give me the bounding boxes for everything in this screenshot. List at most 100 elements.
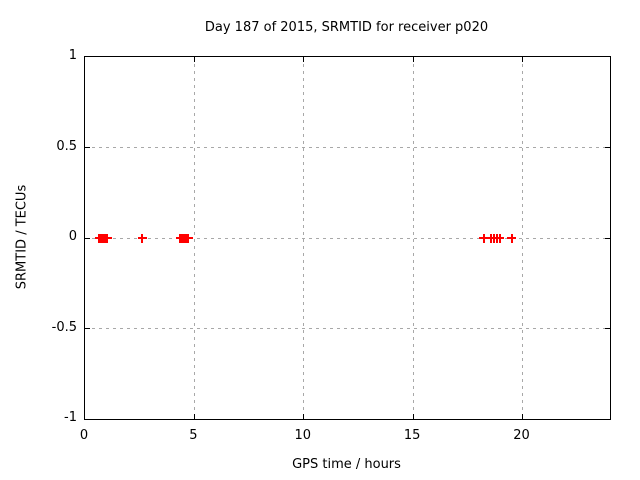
marker-horizontal-bar [507, 237, 517, 239]
y-tick-mark [605, 328, 610, 329]
marker-vertical-bar [185, 233, 188, 243]
marker-horizontal-bar [181, 237, 191, 239]
marker-vertical-bar [105, 233, 108, 243]
data-point-marker [177, 233, 187, 243]
x-tick-mark [522, 57, 523, 62]
data-point-marker [181, 233, 191, 243]
marker-horizontal-bar [99, 237, 109, 239]
marker-horizontal-bar [178, 237, 188, 239]
marker-vertical-bar [493, 233, 496, 243]
x-tick-mark [193, 414, 195, 419]
data-point-marker [507, 233, 517, 243]
x-tick-label: 20 [513, 428, 530, 443]
x-axis-label: GPS time / hours [292, 457, 401, 472]
y-tick-label: 0.5 [56, 138, 77, 154]
data-point-marker [180, 233, 190, 243]
marker-horizontal-bar [99, 237, 109, 239]
x-tick-mark [193, 57, 195, 62]
marker-vertical-bar [99, 233, 102, 243]
data-point-marker [486, 233, 496, 243]
y-tick-mark [85, 328, 90, 329]
marker-vertical-bar [106, 233, 109, 243]
x-tick-mark [303, 57, 305, 62]
x-tick-mark [412, 57, 414, 62]
y-tick-label: -1 [64, 410, 77, 425]
marker-horizontal-bar [96, 237, 106, 239]
marker-vertical-bar [510, 233, 513, 243]
marker-vertical-bar [181, 233, 184, 243]
y-gridline [85, 147, 610, 148]
y-tick-mark [605, 237, 610, 239]
x-tick-label: 0 [79, 428, 89, 443]
marker-vertical-bar [187, 233, 190, 243]
data-point-marker [489, 233, 499, 243]
marker-vertical-bar [180, 233, 183, 243]
marker-horizontal-bar [176, 237, 186, 239]
marker-horizontal-bar [492, 237, 502, 239]
marker-horizontal-bar [489, 237, 499, 239]
marker-vertical-bar [498, 233, 501, 243]
x-tick-mark [412, 414, 414, 419]
data-point-marker [176, 233, 186, 243]
marker-vertical-bar [179, 233, 182, 243]
y-tick-label: 1 [68, 48, 77, 63]
marker-horizontal-bar [177, 237, 187, 239]
x-tick-label: 5 [189, 428, 198, 443]
y-tick-mark [605, 147, 610, 148]
y-tick-mark [85, 147, 90, 148]
x-gridline [412, 57, 414, 419]
data-point-marker [96, 233, 106, 243]
marker-horizontal-bar [137, 237, 147, 239]
marker-horizontal-bar [98, 237, 108, 239]
data-point-marker [183, 233, 193, 243]
marker-vertical-bar [495, 233, 498, 243]
marker-horizontal-bar [495, 237, 505, 239]
data-point-marker [97, 233, 107, 243]
marker-vertical-bar [99, 233, 102, 243]
x-tick-label: 15 [403, 428, 421, 443]
marker-horizontal-bar [180, 237, 190, 239]
data-point-marker [178, 233, 188, 243]
y-tick-label: 0 [68, 229, 77, 244]
marker-vertical-bar [182, 233, 185, 243]
x-gridline [303, 57, 305, 419]
data-point-marker [137, 233, 147, 243]
y-tick-mark [85, 237, 90, 239]
data-point-marker [99, 233, 109, 243]
marker-vertical-bar [98, 233, 101, 243]
marker-horizontal-bar [101, 237, 111, 239]
y-gridline [85, 328, 610, 329]
data-point-marker [98, 233, 108, 243]
marker-horizontal-bar [479, 237, 489, 239]
marker-vertical-bar [101, 233, 104, 243]
marker-horizontal-bar [486, 237, 496, 239]
data-point-marker [95, 233, 105, 243]
marker-vertical-bar [100, 233, 103, 243]
data-point-marker [99, 233, 109, 243]
marker-vertical-bar [103, 233, 106, 243]
x-gridline [522, 57, 523, 419]
marker-vertical-bar [490, 233, 493, 243]
x-tick-mark [303, 414, 305, 419]
data-point-marker [101, 233, 111, 243]
data-point-marker [495, 233, 505, 243]
data-point-marker [175, 233, 185, 243]
x-tick-mark [522, 414, 523, 419]
data-point-marker [100, 233, 110, 243]
marker-horizontal-bar [100, 237, 110, 239]
marker-horizontal-bar [94, 237, 104, 239]
x-tick-label: 10 [294, 428, 312, 443]
marker-horizontal-bar [183, 237, 193, 239]
marker-vertical-bar [104, 233, 107, 243]
y-gridline [85, 237, 610, 239]
data-point-marker [479, 233, 489, 243]
marker-vertical-bar [141, 233, 144, 243]
marker-horizontal-bar [175, 237, 185, 239]
marker-vertical-bar [102, 233, 105, 243]
marker-vertical-bar [183, 233, 186, 243]
data-point-marker [102, 233, 112, 243]
marker-horizontal-bar [102, 237, 112, 239]
data-point-marker [492, 233, 502, 243]
chart-title: Day 187 of 2015, SRMTID for receiver p02… [204, 20, 489, 35]
